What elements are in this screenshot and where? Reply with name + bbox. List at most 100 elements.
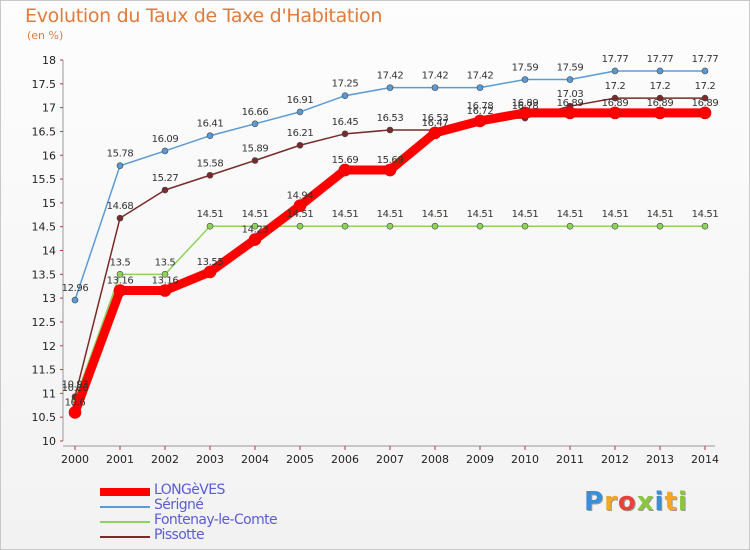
data-label: 15.69 xyxy=(377,155,404,166)
data-label: 14.51 xyxy=(377,209,404,220)
data-label: 14.51 xyxy=(197,209,224,220)
data-point xyxy=(386,126,394,134)
data-point xyxy=(608,106,622,120)
data-label: 17.2 xyxy=(650,81,671,92)
data-point xyxy=(656,67,664,75)
x-tick-label: 2009 xyxy=(466,453,494,466)
data-point xyxy=(296,222,304,230)
x-tick-label: 2001 xyxy=(106,453,134,466)
data-point xyxy=(206,132,214,140)
x-tick-label: 2012 xyxy=(601,453,629,466)
y-tick-label: 10 xyxy=(42,435,56,448)
data-point xyxy=(116,271,124,278)
legend-label: Pissotte xyxy=(154,527,205,543)
data-point xyxy=(206,222,214,230)
data-label: 16.89 xyxy=(512,98,539,109)
x-tick-label: 2011 xyxy=(556,453,584,466)
data-label: 13.5 xyxy=(155,257,176,268)
data-label: 16.78 xyxy=(512,101,539,112)
data-point xyxy=(341,92,349,100)
data-point xyxy=(68,406,82,419)
data-point xyxy=(206,171,214,179)
data-point xyxy=(113,284,127,297)
data-point xyxy=(563,106,577,120)
y-tick-label: 15 xyxy=(42,197,56,210)
data-point xyxy=(566,222,574,230)
x-tick-label: 2002 xyxy=(151,453,179,466)
data-point xyxy=(701,222,709,230)
data-point xyxy=(341,130,349,138)
y-tick-label: 18 xyxy=(42,54,56,67)
legend-swatch xyxy=(100,488,150,496)
legend-label: Sérigné xyxy=(154,497,204,513)
legend-swatch xyxy=(100,536,150,538)
x-tick-label: 2000 xyxy=(61,453,89,466)
data-point xyxy=(476,222,484,230)
data-label: 17.59 xyxy=(557,63,584,74)
data-point xyxy=(251,120,259,128)
data-point xyxy=(521,76,529,83)
data-point xyxy=(611,67,619,75)
data-point xyxy=(161,271,169,278)
data-label: 16.53 xyxy=(422,113,449,124)
data-label: 14.51 xyxy=(602,209,629,220)
data-label: 16.47 xyxy=(422,118,449,129)
legend-swatch xyxy=(100,521,150,523)
data-point xyxy=(611,94,619,102)
data-label: 17.42 xyxy=(467,71,494,82)
data-label: 15.69 xyxy=(332,155,359,166)
legend-label: LONGèVES xyxy=(154,482,225,498)
data-point xyxy=(431,84,439,91)
data-point xyxy=(158,284,172,297)
data-point xyxy=(116,214,124,222)
x-tick-label: 2008 xyxy=(421,453,449,466)
unit-label: (en %) xyxy=(27,29,64,42)
y-tick-label: 10.5 xyxy=(32,411,57,424)
data-point xyxy=(116,162,124,170)
data-point xyxy=(161,147,169,155)
data-label: 14.94 xyxy=(287,191,314,202)
data-label: 17.25 xyxy=(332,79,359,90)
data-label: 16.41 xyxy=(197,119,224,130)
data-point xyxy=(386,84,394,91)
y-tick-label: 16.5 xyxy=(32,125,57,138)
data-point xyxy=(383,163,397,177)
y-tick-label: 11 xyxy=(42,387,56,400)
data-point xyxy=(71,296,79,304)
data-label: 14.68 xyxy=(107,201,134,212)
y-tick-label: 12 xyxy=(42,340,56,353)
data-label: 17.2 xyxy=(695,81,716,92)
data-point xyxy=(386,222,394,230)
y-tick-label: 13.5 xyxy=(32,268,57,281)
data-label: 15.58 xyxy=(197,158,224,169)
data-point xyxy=(161,186,169,194)
data-label: 13.16 xyxy=(107,276,134,287)
data-label: 10.86 xyxy=(62,383,89,394)
data-point xyxy=(521,222,529,230)
data-point xyxy=(473,114,487,128)
data-label: 17.77 xyxy=(647,54,674,65)
x-tick-label: 2004 xyxy=(241,453,269,466)
data-label: 16.89 xyxy=(692,98,719,109)
data-point xyxy=(656,94,664,102)
x-tick-label: 2003 xyxy=(196,453,224,466)
x-tick-label: 2010 xyxy=(511,453,539,466)
data-label: 17.42 xyxy=(422,71,449,82)
data-point xyxy=(203,265,217,279)
data-point xyxy=(701,67,709,75)
x-tick-label: 2005 xyxy=(286,453,314,466)
data-point xyxy=(611,222,619,230)
data-label: 17.77 xyxy=(602,54,629,65)
y-tick-label: 17.5 xyxy=(32,78,57,91)
data-label: 14.23 xyxy=(242,225,269,236)
data-label: 13.16 xyxy=(152,276,179,287)
series-2 xyxy=(71,222,709,404)
data-label: 16.45 xyxy=(332,117,359,128)
y-tick-label: 17 xyxy=(42,102,56,115)
data-point xyxy=(251,157,259,164)
data-label: 10.93 xyxy=(62,380,89,391)
data-label: 14.51 xyxy=(647,209,674,220)
legend-swatch xyxy=(100,506,150,508)
y-tick-label: 15.5 xyxy=(32,173,57,186)
data-label: 16.66 xyxy=(242,107,269,118)
